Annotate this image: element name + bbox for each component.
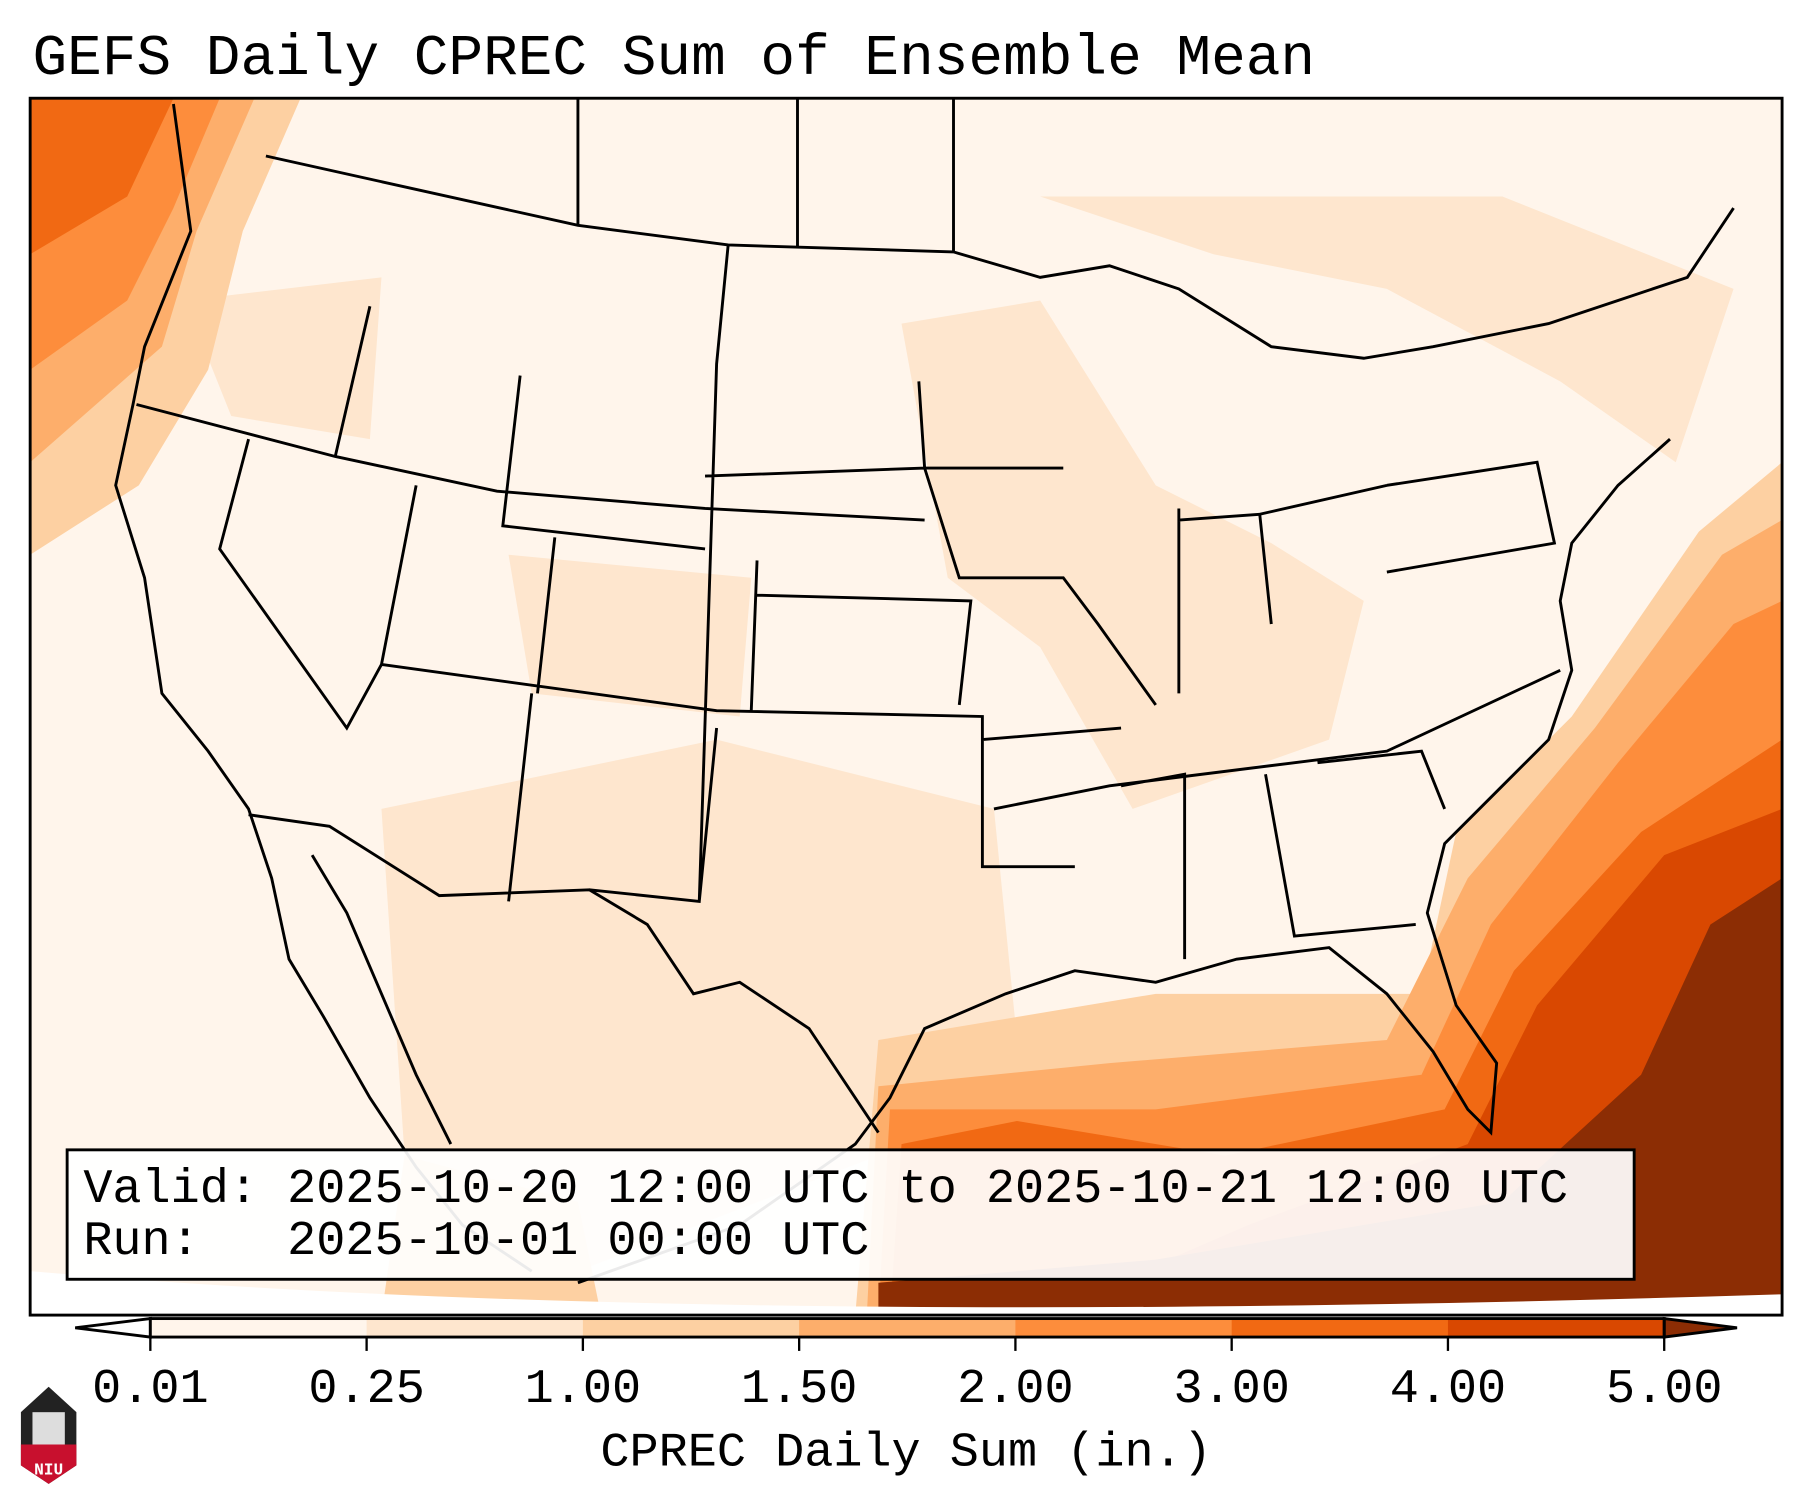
projection-edge: [30, 1271, 1783, 1316]
colorbar-tick-label: 1.50: [741, 1362, 857, 1417]
map-frame: [28, 96, 1784, 1317]
colorbar-segment: [1231, 1318, 1449, 1338]
colorbar-outline: [148, 1317, 1666, 1339]
colorbar-tick-label: 0.01: [92, 1362, 208, 1417]
valid-time-text: Valid: 2025-10-20 12:00 UTC to 2025-10-2…: [83, 1162, 1568, 1217]
colorbar-tick-label: 0.25: [308, 1362, 424, 1417]
colorbar-tick-label: 3.00: [1173, 1362, 1289, 1417]
canada-border: [265, 154, 1735, 360]
map-boundaries: [114, 98, 1735, 1285]
colorbar-tick-label: 5.00: [1606, 1362, 1722, 1417]
logo-text: NIU: [34, 1462, 63, 1480]
state-lines: [136, 98, 1561, 960]
colorbar-tick-label: 4.00: [1390, 1362, 1506, 1417]
mexico-border: [248, 813, 880, 1134]
colorbar-over-arrow: [1662, 1316, 1738, 1339]
map-area: Valid: 2025-10-20 12:00 UTC to 2025-10-2…: [30, 98, 1783, 1316]
colorbar-segment: [1447, 1318, 1665, 1338]
colorbar-segment: [366, 1318, 584, 1338]
colorbar-tick-label: 1.00: [525, 1362, 641, 1417]
niu-logo: NIU: [20, 1386, 77, 1484]
baja-coast: [310, 854, 453, 1145]
colorbar-label: CPREC Daily Sum (in.): [600, 1425, 1211, 1480]
colorbar: 0.01 0.25 1.00 1.50 2.00 3.00 4.00 5.00: [75, 1316, 1738, 1417]
valid-time-box: Valid: 2025-10-20 12:00 UTC to 2025-10-2…: [65, 1148, 1636, 1281]
gulf-coast: [577, 438, 1671, 1285]
colorbar-tick-label: 2.00: [957, 1362, 1073, 1417]
colorbar-segment: [799, 1318, 1016, 1338]
chart-title: GEFS Daily CPREC Sum of Ensemble Mean: [32, 27, 1315, 92]
colorbar-segment: [150, 1318, 368, 1338]
west-coast: [114, 103, 533, 1273]
run-time-text: Run: 2025-10-01 00:00 UTC: [83, 1214, 869, 1269]
colorbar-segment: [1015, 1318, 1233, 1338]
colorbar-under-arrow: [75, 1316, 152, 1339]
colorbar-segment: [582, 1318, 800, 1338]
